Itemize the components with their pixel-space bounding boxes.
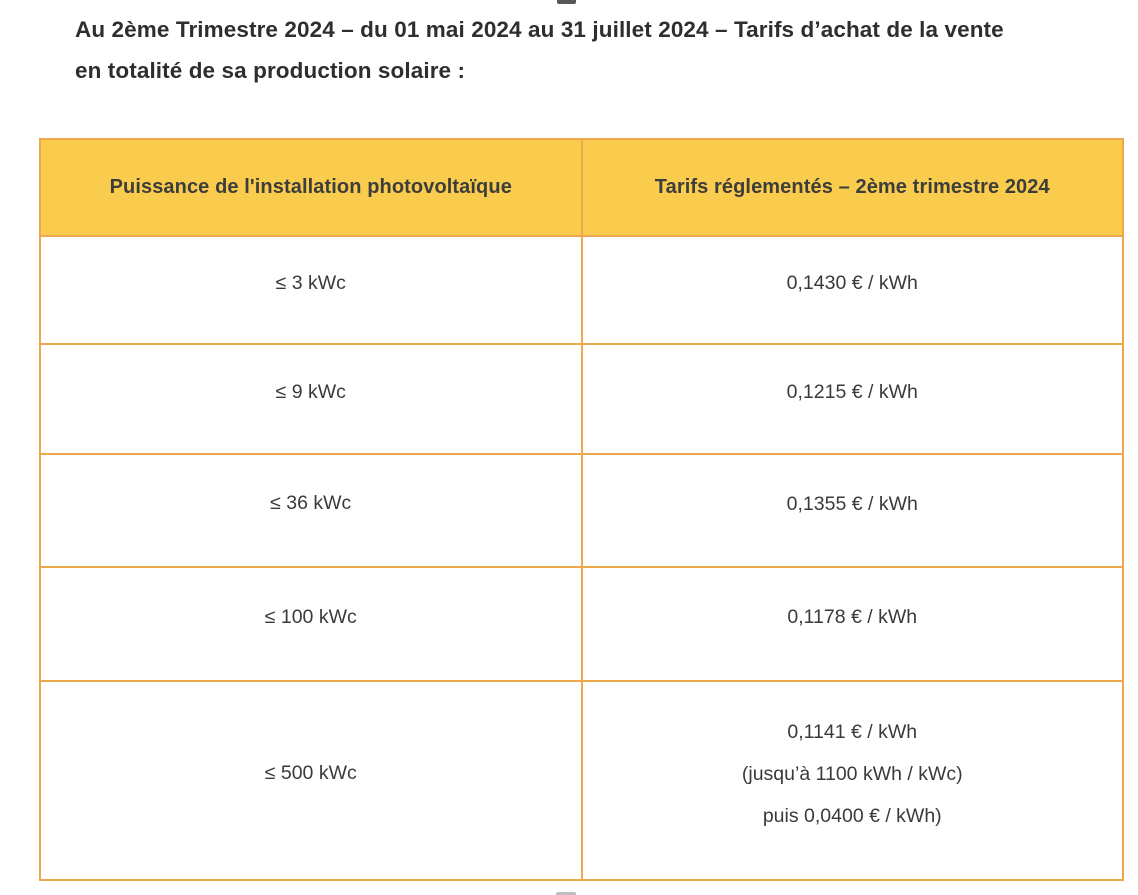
cell-power: ≤ 100 kWc (39, 566, 583, 682)
page-heading-line-2: en totalité de sa production solaire : (75, 58, 466, 83)
tariff-value: 0,1141 € / kWh (787, 720, 918, 743)
column-header-power: Puissance de l'installation photovoltaïq… (39, 138, 583, 237)
page-heading-line-1: Au 2ème Trimestre 2024 – du 01 mai 2024 … (75, 17, 1004, 42)
table-row: ≤ 500 kWc 0,1141 € / kWh (jusqu’à 1100 k… (39, 680, 1124, 881)
page-heading: Au 2ème Trimestre 2024 – du 01 mai 2024 … (75, 9, 1085, 91)
tariff-table: Puissance de l'installation photovoltaïq… (39, 138, 1124, 881)
table-row: ≤ 36 kWc 0,1355 € / kWh (39, 453, 1124, 568)
cropped-element-bottom (556, 892, 576, 895)
cropped-element-top (557, 0, 576, 4)
cell-power: ≤ 9 kWc (39, 343, 583, 455)
tariff-value: 0,1178 € / kWh (787, 606, 918, 628)
table-row: ≤ 9 kWc 0,1215 € / kWh (39, 343, 1124, 455)
cell-power: ≤ 3 kWc (39, 235, 583, 345)
cell-power: ≤ 500 kWc (39, 680, 583, 881)
cell-tariff: 0,1178 € / kWh (580, 566, 1124, 682)
tariff-value: 0,1215 € / kWh (786, 381, 918, 403)
table-header-row: Puissance de l'installation photovoltaïq… (39, 138, 1124, 237)
tariff-condition: (jusqu’à 1100 kWh / kWc) (741, 762, 963, 785)
table-row: ≤ 3 kWc 0,1430 € / kWh (39, 235, 1124, 345)
tariff-value: 0,1430 € / kWh (786, 272, 918, 294)
table-row: ≤ 100 kWc 0,1178 € / kWh (39, 566, 1124, 682)
cell-tariff: 0,1141 € / kWh (jusqu’à 1100 kWh / kWc) … (580, 680, 1124, 881)
cell-tariff: 0,1430 € / kWh (580, 235, 1124, 345)
cell-tariff: 0,1355 € / kWh (580, 453, 1124, 568)
cell-power: ≤ 36 kWc (39, 453, 583, 568)
tariff-value: 0,1355 € / kWh (786, 492, 918, 515)
cell-tariff: 0,1215 € / kWh (580, 343, 1124, 455)
column-header-tariff: Tarifs réglementés – 2ème trimestre 2024 (580, 138, 1124, 237)
tariff-condition: puis 0,0400 € / kWh) (762, 804, 942, 827)
